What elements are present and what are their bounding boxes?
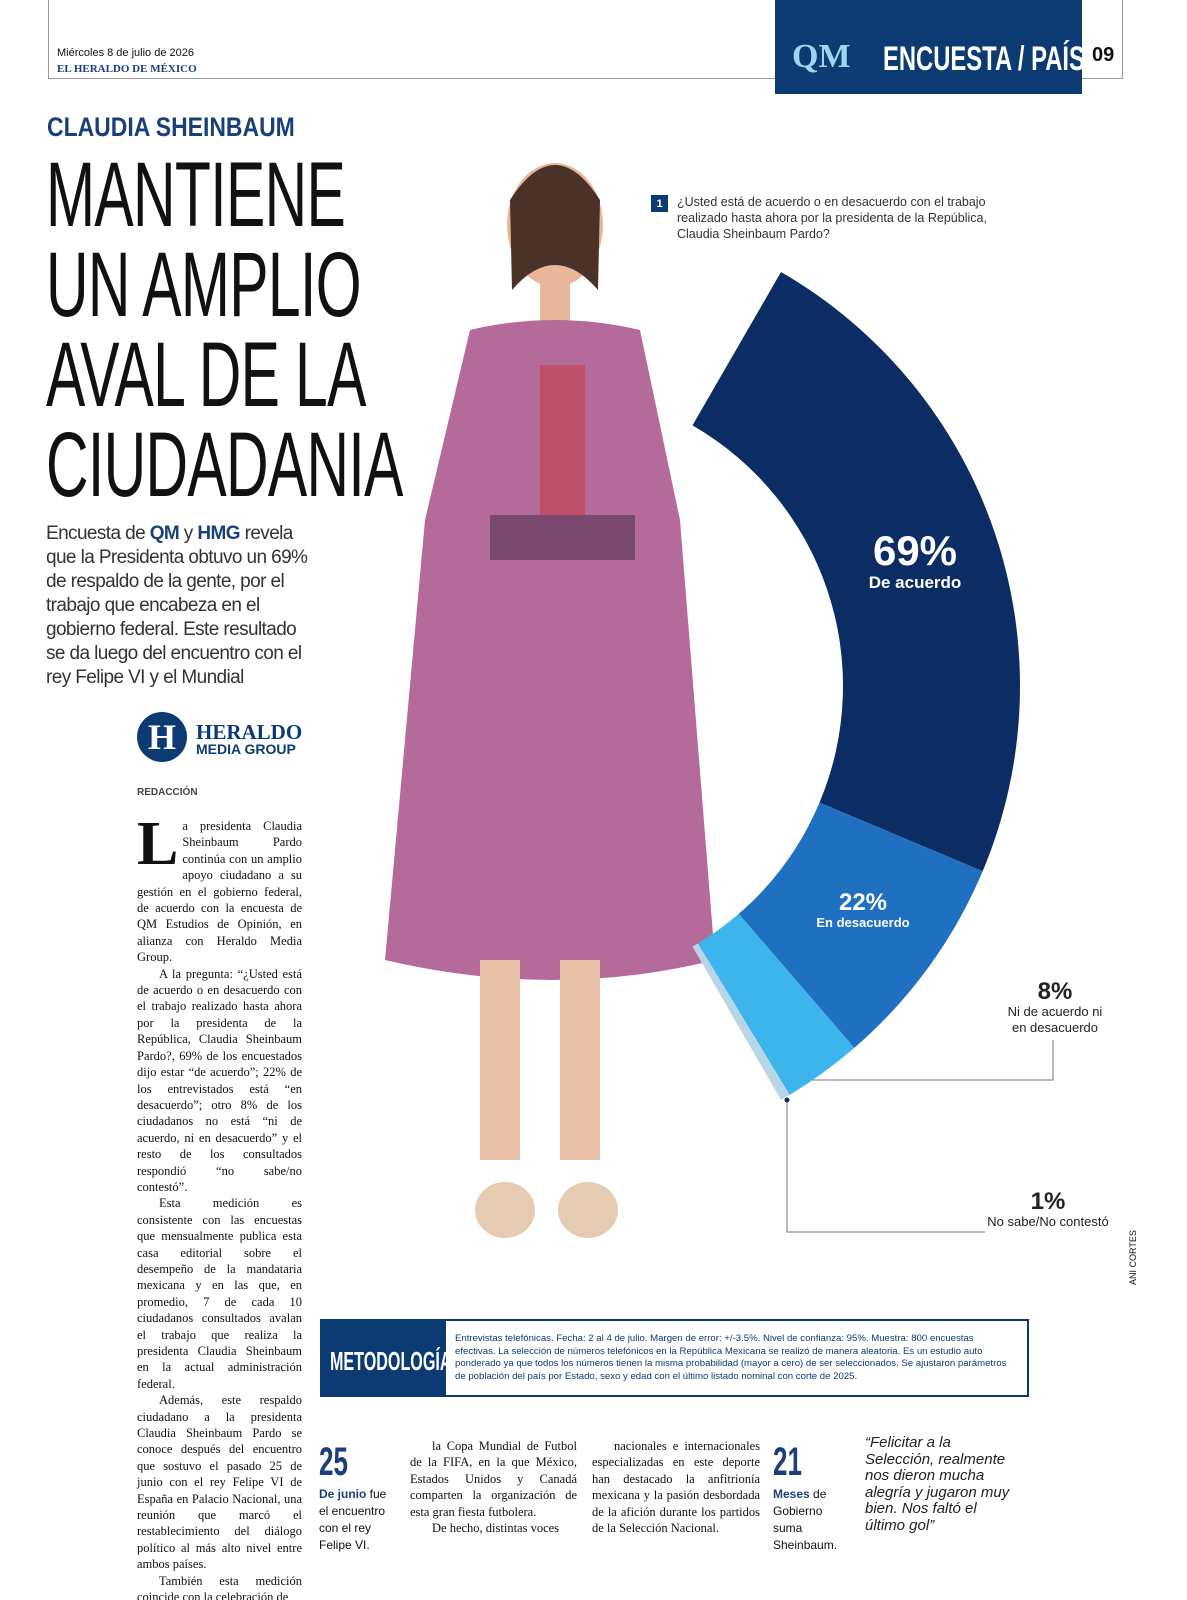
pie-slice — [738, 802, 983, 1048]
kicker: CLAUDIA SHEINBAUM — [47, 112, 295, 142]
leader-line — [786, 1100, 985, 1233]
methodology-text: Entrevistas telefónicas. Fecha: 2 al 4 d… — [455, 1333, 1007, 1382]
quote: “Felicitar a la Selección, realmente nos… — [865, 1434, 1010, 1534]
brand-name: HERALDO — [196, 720, 303, 744]
slice-label: 1% No sabe/No contestó — [968, 1189, 1128, 1230]
section: ENCUESTA / PAÍS — [883, 40, 1085, 78]
value-label: 1% — [1030, 1188, 1066, 1215]
photo — [385, 163, 715, 1238]
value-label: 8% — [1037, 978, 1073, 1005]
stat-label: Meses — [773, 1487, 810, 1501]
photo-dress — [385, 320, 715, 980]
slice-label: 22% En desacuerdo — [783, 890, 943, 931]
pie-slice — [692, 272, 1020, 872]
credit: ANI CORTES — [1128, 1230, 1138, 1285]
paragraph: nacionales e internacionales especializa… — [592, 1439, 760, 1536]
category-label: Ni de acuerdo ni en desacuerdo — [1007, 1004, 1103, 1035]
headline: MANTIENE UN AMPLIO AVAL DE LA CIUDADANIA — [46, 144, 603, 516]
paragraph: De hecho, distintas voces — [432, 1521, 560, 1536]
paragraph: Esta medición es consistente con las enc… — [137, 1196, 302, 1391]
section-box — [775, 0, 1082, 94]
body-column: La presidenta Claudia Sheinbaum Pardo co… — [137, 810, 302, 1600]
byline: REDACCIÓN — [137, 787, 198, 798]
pie-slice — [697, 913, 855, 1095]
headline-line: CIUDADANIA — [46, 414, 403, 516]
photo-embroidery — [540, 365, 585, 515]
question-badge — [651, 195, 668, 212]
paragraph: También esta medición coincide con la ce… — [137, 1573, 302, 1600]
slice-label: 8% Ni de acuerdo ni en desacuerdo — [975, 979, 1135, 1035]
paragraph: la Copa Mundial de Futbol de la FIFA, en… — [410, 1439, 577, 1519]
photo-hair — [510, 165, 600, 290]
dek-part: HMG — [197, 523, 240, 544]
photo-shoe — [558, 1182, 618, 1238]
headline-line: UN AMPLIO — [46, 234, 362, 336]
dek-part: Encuesta de — [46, 523, 150, 544]
chart-question: ¿Usted está de acuerdo o en desacuerdo c… — [677, 195, 987, 241]
photo-leg — [480, 960, 520, 1160]
value-label: 69% — [872, 526, 958, 574]
body-column: nacionales e internacionales especializa… — [592, 1438, 760, 1536]
category-label: De acuerdo — [868, 572, 962, 592]
dek: Encuesta de QM y HMG revela que la Presi… — [46, 522, 308, 690]
value-label: 22% — [838, 889, 888, 916]
rule — [48, 78, 1123, 79]
qm-logo: QM — [792, 38, 851, 75]
rule — [1122, 0, 1123, 78]
brand-mark: H — [137, 712, 187, 762]
paragraph: Además, este respaldo ciudadano a la pre… — [137, 1393, 302, 1572]
date: Miércoles 8 de julio de 2026 — [57, 47, 194, 59]
question-number: 1 — [656, 198, 662, 210]
stat-desc: fue el encuentro con el rey Felipe VI. — [319, 1487, 387, 1552]
dek-part: y — [179, 523, 198, 544]
category-label: En desacuerdo — [816, 915, 910, 931]
stat-text: De junio fue el encuentro con el rey Fel… — [319, 1486, 397, 1554]
leader-dot — [784, 1097, 790, 1103]
slice-label: 69% De acuerdo — [835, 526, 995, 594]
photo-belt — [490, 515, 635, 560]
body-column: la Copa Mundial de Futbol de la FIFA, en… — [410, 1438, 577, 1536]
headline-line: AVAL DE LA — [46, 324, 366, 426]
leader-line — [808, 1040, 1054, 1081]
newspaper: EL HERALDO DE MÉXICO — [57, 63, 197, 75]
photo-leg — [560, 960, 600, 1160]
stat-number: 25 — [319, 1440, 348, 1484]
rule — [48, 0, 49, 78]
brand-sub: MEDIA GROUP — [196, 741, 296, 757]
stat-number: 21 — [773, 1440, 802, 1484]
stat-desc: de Gobierno suma Sheinbaum. — [773, 1487, 838, 1552]
pie-slice — [692, 943, 790, 1100]
photo-shoe — [475, 1182, 535, 1238]
dek-part: QM — [149, 523, 180, 544]
methodology-label: METODOLOGÍA — [330, 1346, 452, 1376]
stat-text: Meses de Gobierno suma Sheinbaum. — [773, 1486, 851, 1554]
dek-part: revela que la Presidenta obtuvo un 69% d… — [46, 523, 308, 688]
paragraph: La presidenta Claudia Sheinbaum Pardo co… — [137, 810, 302, 965]
page-number: 09 — [1092, 44, 1115, 66]
category-label: No sabe/No contestó — [987, 1214, 1109, 1230]
headline-line: MANTIENE — [46, 144, 346, 246]
methodology-label-box — [320, 1319, 446, 1397]
paragraph: A la pregunta: “¿Usted está de acuerdo o… — [137, 966, 302, 1194]
stat-label: De junio — [319, 1487, 367, 1501]
